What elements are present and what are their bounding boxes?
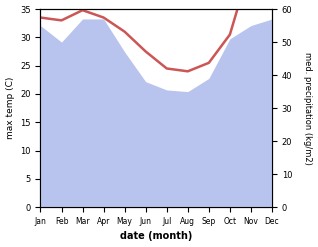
Y-axis label: max temp (C): max temp (C) <box>5 77 15 139</box>
Y-axis label: med. precipitation (kg/m2): med. precipitation (kg/m2) <box>303 52 313 165</box>
X-axis label: date (month): date (month) <box>120 231 192 242</box>
